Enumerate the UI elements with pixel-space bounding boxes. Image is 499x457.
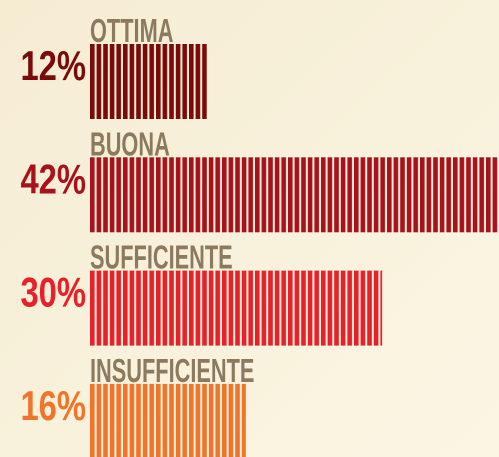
bar xyxy=(90,383,246,457)
value-label: 12% xyxy=(20,42,86,89)
bar xyxy=(90,44,207,119)
value-label: 42% xyxy=(20,155,86,202)
category-label: OTTIMA xyxy=(90,12,173,49)
category-label: BUONA xyxy=(90,126,170,163)
bar xyxy=(90,270,383,346)
value-label: 30% xyxy=(20,269,86,316)
bar xyxy=(90,157,499,233)
category-label: SUFFICIENTE xyxy=(90,239,233,276)
category-label: INSUFFICIENTE xyxy=(90,352,254,389)
value-label: 16% xyxy=(20,382,86,429)
